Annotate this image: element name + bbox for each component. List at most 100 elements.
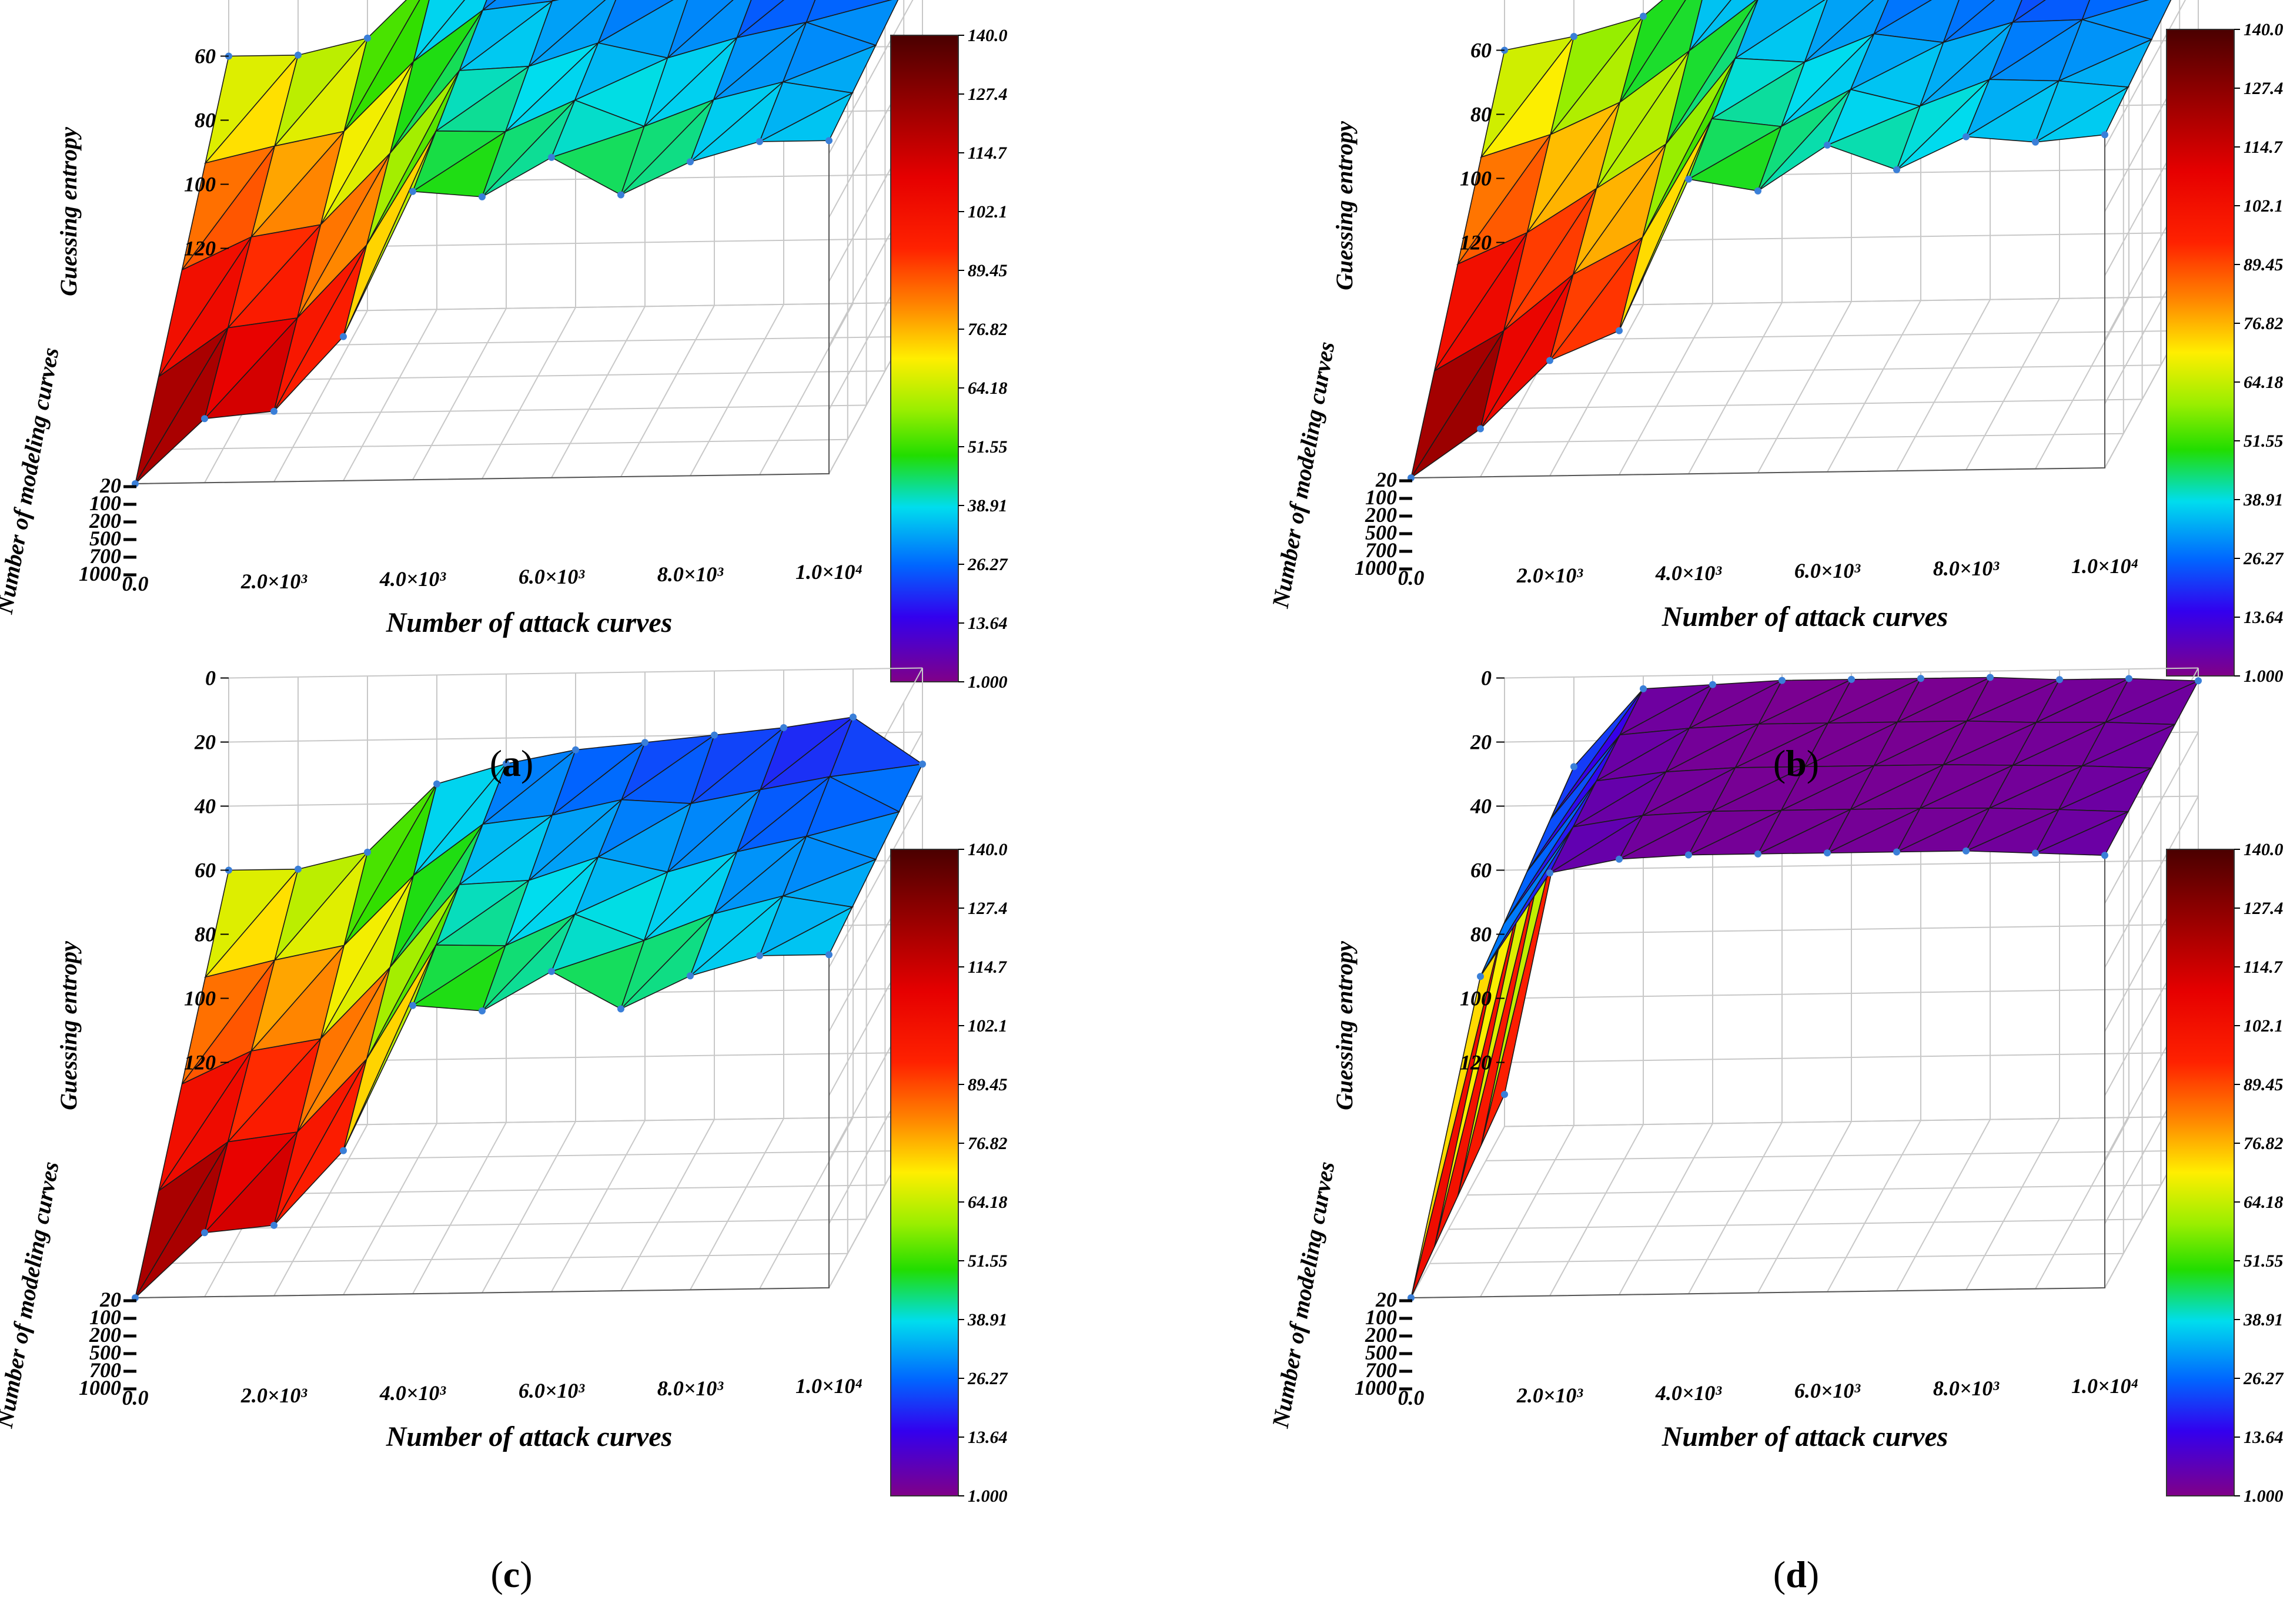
colorbar-tick-label: 114.7 [2244,138,2283,157]
x-tick-label: 4.0×10³ [379,567,447,591]
panel-label-0: (a) [490,742,534,784]
y-axis-label: Number of modeling curves [0,1160,64,1431]
surface-facet [782,835,877,897]
surface-facet [320,61,414,225]
surface-facet [1942,720,2037,766]
surface-facet [1873,0,1933,35]
colorbar-tick-label: 64.18 [2244,1193,2284,1212]
surface-facet [343,945,437,1151]
colorbar-tick-label: 38.91 [967,496,1008,515]
colorbar-tick-label: 38.91 [2243,490,2284,510]
colorbar-tick-label: 127.4 [2244,899,2284,918]
colorbar-tick-label: 51.55 [2244,431,2284,451]
grid-line [759,303,854,476]
colorbar-tick-label: 26.27 [967,555,1008,574]
surface-facet [1665,0,1758,145]
y-tick-label: 700 [1365,1358,1397,1382]
grid-line [1504,923,2199,935]
colorbar [890,35,959,682]
grid-line [172,1218,867,1230]
chart-panel-a: 0 20 40 60 80 100 120 Guessing entropy 201002005… [0,0,1008,692]
surface-facet [227,224,322,329]
data-points [1408,12,2108,481]
colorbar-tick-label: 13.64 [968,614,1008,633]
x-tick-label: 8.0×10³ [657,562,724,586]
surface-facet [1410,330,1505,478]
colorbar-tick-label: 140.0 [968,26,1008,45]
grid-line [1549,1124,1644,1297]
surface-facet [620,734,715,801]
surface-facet [551,742,647,817]
colorbar-tick-label: 64.18 [968,379,1008,398]
surface-facet [296,967,391,1133]
colorbar [2166,849,2235,1496]
surface-facet [1757,809,1851,855]
data-point [1824,141,1831,149]
data-point [1754,850,1761,858]
surface-facet [273,245,367,412]
panel-label-letter: a [502,742,521,784]
panel-label-paren-close: ) [521,742,533,784]
surface-facet [2058,19,2153,82]
surface-facet [1988,19,2084,81]
surface-facet [1572,771,1666,828]
grid-line [1504,987,2199,999]
x-tick-label: 2.0×10³ [240,1384,308,1407]
grid-line [1467,364,2161,376]
surface-facet [320,875,414,1039]
y-tick-label: 100 [1365,485,1397,509]
surface-facet [666,789,762,874]
surface-facet [412,130,507,193]
grid-line [1504,859,2199,871]
surface-facet [1965,677,2060,722]
colorbar-tick-label: 26.27 [2243,549,2284,568]
z-tick-label: 0 [1481,667,1492,690]
surface-facet [1548,815,1643,875]
colorbar-tick-label: 26.27 [2243,1369,2284,1388]
surface-facet [1503,187,1597,332]
x-tick-label: 6.0×10³ [1794,559,1861,582]
panel-label-paren-close: ) [1807,742,1819,784]
z-tick-label: 20 [194,731,216,754]
surface-facet [1572,143,1667,275]
surface-facet [2104,678,2199,724]
surface-facet [1826,808,1921,854]
surface-facet [1619,118,1713,331]
data-point [1546,357,1553,364]
surface-facet [712,836,807,916]
surface-facet [1942,0,1995,44]
surface-facet [527,0,606,68]
z-tick-label: 120 [1460,231,1492,255]
panel-label-paren-open: ( [490,742,502,784]
data-point [548,153,555,161]
colorbar-tick-label: 13.64 [968,1428,1008,1447]
colorbar-tick-label: 114.7 [968,957,1007,977]
grid-line [191,1184,885,1196]
colorbar-ticks: 140.0 127.4 114.7 102.1 89.45 76.82 64.18 51.55… [958,26,1008,692]
grid-line [1467,1184,2161,1196]
grid-line [1504,1052,2199,1063]
y-tick-label: 20 [1375,468,1397,491]
z-tick-label: 60 [1470,859,1492,882]
grid-line [1410,1126,1505,1298]
surface-facet [1711,58,1807,120]
surface-facet [1433,231,1529,371]
data-point [548,967,555,975]
colorbar-tick-label: 102.1 [968,202,1008,222]
surface-facet [2081,0,2149,21]
colorbar [2166,29,2235,677]
data-point [409,1002,416,1009]
grid-line [482,307,576,479]
surface-facet [181,145,276,270]
surface-facet [1757,679,1852,725]
data-point [1963,133,1970,140]
data-point [1963,847,1970,855]
z-tick-label: 60 [195,859,216,882]
z-tick-label: 40 [1470,795,1492,818]
grid-line [759,1117,854,1290]
grid-line [1504,1116,2199,1127]
surface-facet [504,856,599,946]
